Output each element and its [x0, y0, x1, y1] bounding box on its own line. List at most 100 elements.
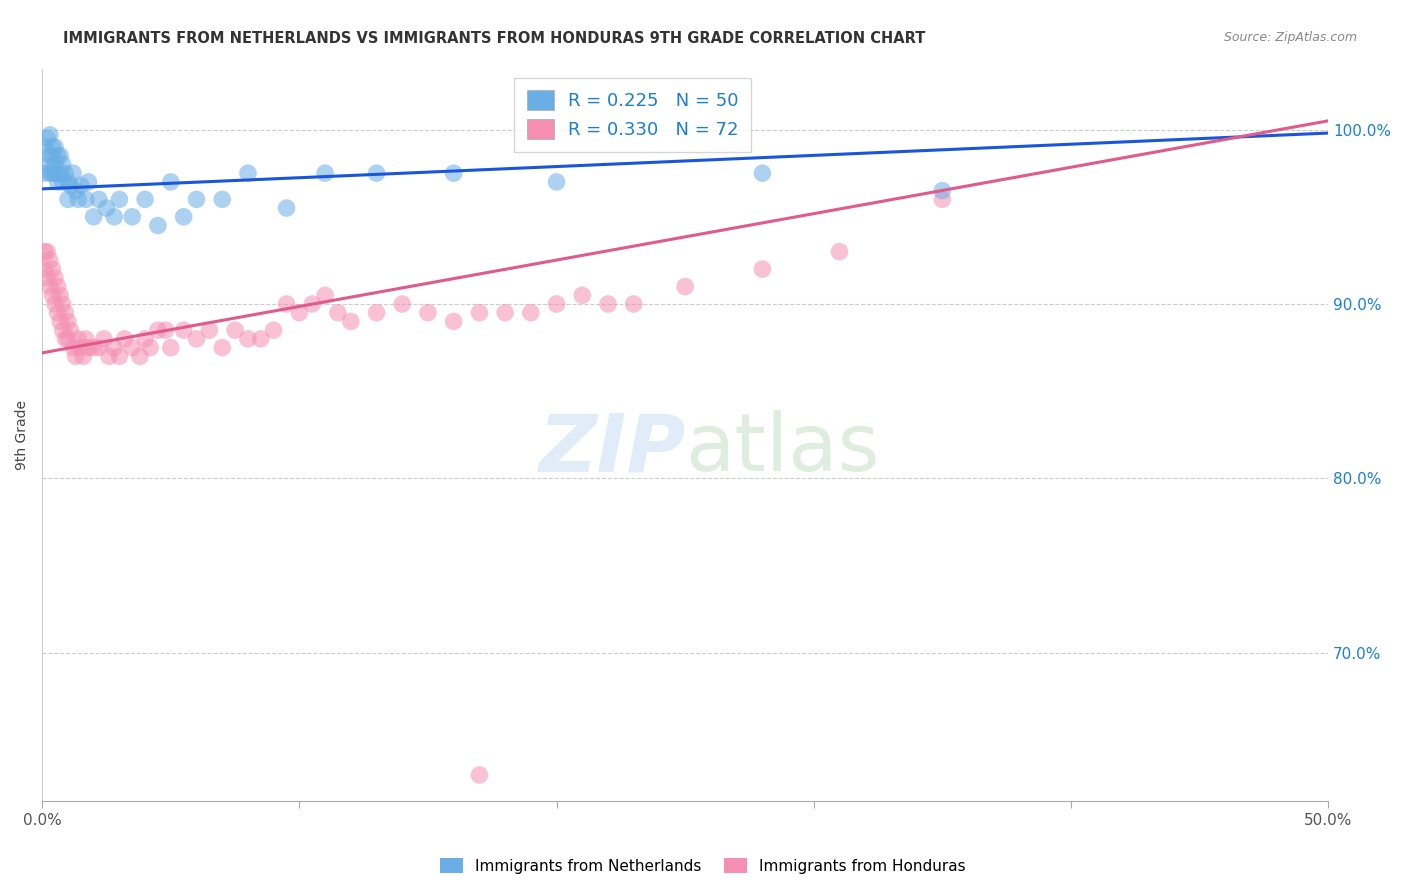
Text: Source: ZipAtlas.com: Source: ZipAtlas.com: [1223, 31, 1357, 45]
Point: [38, 128, 60, 142]
Point: [38, 166, 60, 180]
Point: [468, 306, 491, 320]
Point: [46, 166, 69, 180]
Point: [53, 166, 76, 180]
Point: [391, 297, 413, 311]
Point: [366, 166, 388, 180]
Legend: R = 0.225   N = 50, R = 0.330   N = 72: R = 0.225 N = 50, R = 0.330 N = 72: [515, 78, 751, 152]
Point: [44, 166, 66, 180]
Point: [129, 349, 152, 363]
Point: [37, 157, 59, 171]
Point: [52, 175, 75, 189]
Point: [59, 323, 82, 337]
Point: [546, 297, 568, 311]
Point: [249, 332, 271, 346]
Point: [159, 341, 181, 355]
Point: [37, 244, 59, 259]
Point: [46, 149, 69, 163]
Point: [103, 210, 125, 224]
Point: [931, 184, 953, 198]
Text: atlas: atlas: [685, 410, 880, 489]
Point: [34, 166, 56, 180]
Point: [44, 297, 66, 311]
Point: [114, 332, 136, 346]
Point: [236, 332, 259, 346]
Point: [416, 306, 439, 320]
Point: [751, 262, 773, 277]
Point: [98, 349, 121, 363]
Point: [314, 166, 336, 180]
Point: [53, 332, 76, 346]
Point: [623, 297, 645, 311]
Point: [37, 270, 59, 285]
Point: [571, 288, 593, 302]
Point: [443, 314, 465, 328]
Point: [96, 201, 118, 215]
Point: [263, 323, 285, 337]
Point: [34, 262, 56, 277]
Text: ZIP: ZIP: [537, 410, 685, 489]
Point: [340, 314, 363, 328]
Point: [41, 166, 63, 180]
Point: [72, 349, 94, 363]
Point: [62, 341, 84, 355]
Point: [211, 192, 233, 206]
Point: [46, 279, 69, 293]
Point: [41, 140, 63, 154]
Point: [301, 297, 323, 311]
Point: [276, 201, 298, 215]
Point: [276, 297, 298, 311]
Y-axis label: 9th Grade: 9th Grade: [15, 400, 30, 470]
Point: [87, 192, 110, 206]
Point: [41, 288, 63, 302]
Point: [139, 341, 162, 355]
Point: [44, 140, 66, 154]
Point: [38, 279, 60, 293]
Point: [173, 323, 195, 337]
Point: [56, 192, 79, 206]
Point: [77, 175, 100, 189]
Point: [87, 341, 110, 355]
Point: [93, 332, 115, 346]
Point: [134, 332, 156, 346]
Point: [52, 297, 75, 311]
Point: [520, 306, 543, 320]
Point: [34, 140, 56, 154]
Point: [67, 192, 90, 206]
Point: [828, 244, 851, 259]
Point: [134, 192, 156, 206]
Point: [468, 768, 491, 782]
Point: [108, 192, 131, 206]
Point: [108, 349, 131, 363]
Point: [49, 314, 72, 328]
Point: [56, 314, 79, 328]
Point: [69, 341, 91, 355]
Point: [38, 149, 60, 163]
Point: [65, 184, 87, 198]
Legend: Immigrants from Netherlands, Immigrants from Honduras: Immigrants from Netherlands, Immigrants …: [434, 852, 972, 880]
Point: [751, 166, 773, 180]
Point: [67, 332, 90, 346]
Point: [52, 323, 75, 337]
Point: [62, 166, 84, 180]
Point: [46, 175, 69, 189]
Point: [121, 210, 143, 224]
Point: [596, 297, 619, 311]
Point: [56, 175, 79, 189]
Point: [46, 306, 69, 320]
Point: [211, 341, 233, 355]
Point: [155, 323, 177, 337]
Point: [121, 341, 143, 355]
Point: [366, 306, 388, 320]
Point: [103, 341, 125, 355]
Point: [65, 349, 87, 363]
Point: [49, 288, 72, 302]
Point: [37, 131, 59, 145]
Point: [494, 306, 516, 320]
Point: [159, 175, 181, 189]
Point: [314, 288, 336, 302]
Point: [44, 157, 66, 171]
Point: [53, 306, 76, 320]
Point: [326, 306, 349, 320]
Point: [236, 166, 259, 180]
